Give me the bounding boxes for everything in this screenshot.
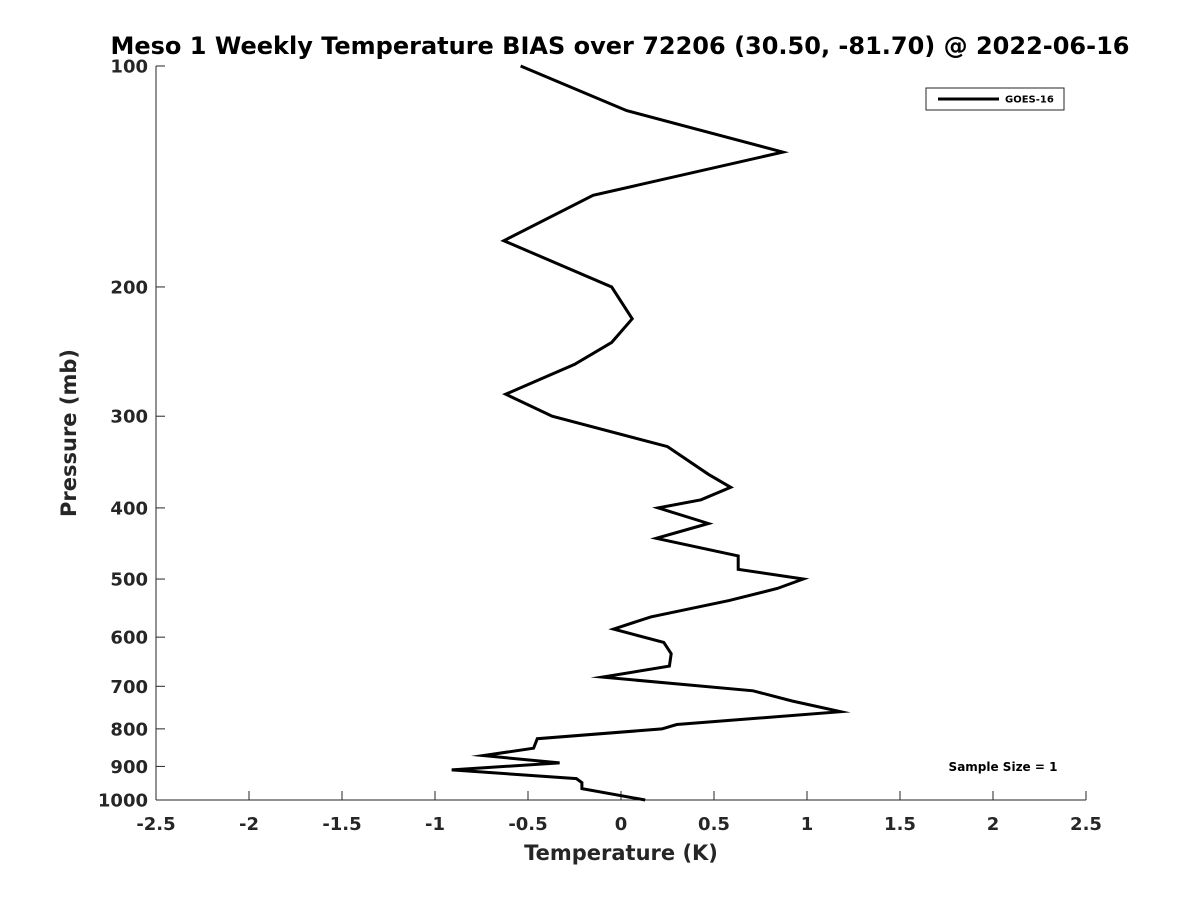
- x-ticks: -2.5 -2 -1.5 -1 -0.5 0 0.5 1 1.5 2 2.5: [136, 791, 1102, 835]
- y-tick-label: 800: [110, 719, 148, 740]
- y-tick-label: 400: [110, 498, 148, 519]
- x-tick-label: -2: [239, 814, 259, 835]
- chart-title: Meso 1 Weekly Temperature BIAS over 7220…: [110, 32, 1129, 60]
- x-axis-label: Temperature (K): [524, 841, 718, 865]
- x-tick-label: -2.5: [136, 814, 175, 835]
- x-tick-label: -1.5: [322, 814, 361, 835]
- y-axis-label: Pressure (mb): [57, 349, 81, 517]
- x-tick-label: 2.5: [1070, 814, 1102, 835]
- y-tick-label: 200: [110, 277, 148, 298]
- x-tick-label: 1.5: [884, 814, 916, 835]
- y-tick-label: 600: [110, 628, 148, 649]
- series-group: [451, 64, 851, 802]
- y-ticks: 100 200 300 400 500 600 700 800 900 1000: [98, 57, 165, 812]
- y-tick-label: 1000: [98, 791, 148, 812]
- legend: GOES-16: [925, 87, 1065, 111]
- y-tick-label: 900: [110, 757, 148, 778]
- y-tick-label: 300: [110, 407, 148, 428]
- y-tick-label: 700: [110, 677, 148, 698]
- series-line-goes-16: [451, 64, 851, 802]
- y-tick-label: 500: [110, 570, 148, 591]
- x-tick-label: 0: [615, 814, 628, 835]
- x-tick-label: -0.5: [508, 814, 547, 835]
- x-tick-label: 2: [987, 814, 1000, 835]
- x-tick-label: 1: [801, 814, 814, 835]
- sample-size-annotation: Sample Size = 1: [949, 760, 1058, 774]
- legend-label-goes-16: GOES-16: [1005, 95, 1054, 106]
- x-tick-label: 0.5: [698, 814, 730, 835]
- x-tick-label: -1: [425, 814, 445, 835]
- y-tick-label: 100: [110, 57, 148, 78]
